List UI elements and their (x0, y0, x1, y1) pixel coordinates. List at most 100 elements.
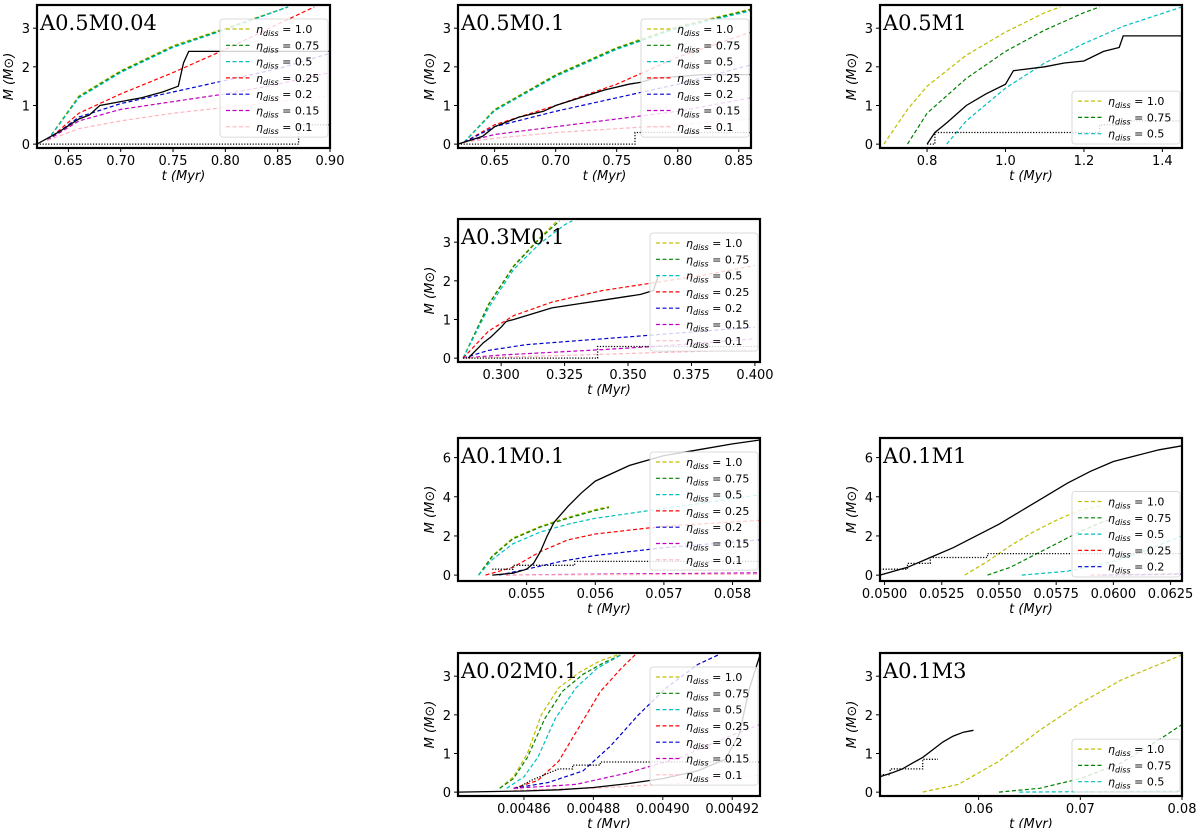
y-axis-label: M (M⊙) (845, 486, 860, 534)
y-axis-label: M (M⊙) (423, 53, 438, 101)
x-tick-label: 0.0625 (1148, 587, 1194, 602)
x-tick-label: 0.85 (263, 154, 292, 169)
dotted-line (880, 552, 1182, 570)
dotted-line (516, 761, 760, 789)
legend-label: ηdiss = 1.0 (686, 237, 742, 252)
y-tick-label: 2 (443, 530, 451, 545)
legend-label: ηdiss = 0.75 (1108, 759, 1171, 774)
legend-box (1071, 491, 1181, 578)
x-tick-label: 0.75 (602, 154, 631, 169)
eta-01-line (505, 573, 760, 576)
panel-p4: 0.300 0.325 0.350 0.375 0.400 0 1 2 3 A0.3M0.1 t (… (423, 217, 774, 398)
x-axis-label: t (Myr) (583, 169, 627, 184)
plot-frame (456, 217, 762, 364)
legend-label: ηdiss = 0.75 (1108, 111, 1171, 126)
x-tick-label: 0.00486 (497, 802, 551, 817)
legend-label: ηdiss = 0.5 (686, 704, 742, 719)
y-tick-label: 1 (443, 99, 451, 114)
legend-label: ηdiss = 1.0 (686, 671, 742, 686)
y-tick-label: 6 (443, 452, 451, 467)
legend-label: ηdiss = 0.75 (677, 39, 740, 54)
y-tick-label: 2 (865, 530, 873, 545)
x-tick-label: 0.0525 (919, 587, 965, 602)
panel-p6: 0.0500 0.0525 0.0550 0.0575 0.0600 0.0625 0 2 4 6… (845, 436, 1194, 617)
eta-10-line (499, 654, 618, 789)
panel-p2: 0.65 0.70 0.75 0.80 0.85 0 1 2 3 A0.5M0.1 t (Myr) M… (423, 3, 753, 184)
y-tick-label: 3 (443, 22, 451, 37)
legend-label: ηdiss = 0.1 (256, 121, 312, 136)
legend-box (1071, 90, 1181, 145)
x-tick-label: 0.058 (714, 587, 751, 602)
y-tick-label: 3 (865, 670, 873, 685)
x-axis-label: t (Myr) (587, 602, 631, 617)
y-tick-label: 0 (443, 138, 451, 153)
x-tick-label: 0.00488 (566, 802, 620, 817)
x-tick-label: 0.300 (483, 368, 520, 383)
eta-025-line (47, 6, 315, 141)
y-tick-label: 1 (865, 747, 873, 762)
legend-label: ηdiss = 0.1 (686, 335, 742, 350)
dotted-line (492, 560, 760, 570)
eta-075-line (499, 654, 622, 789)
panel-title: A0.1M3 (882, 659, 966, 683)
legend-label: ηdiss = 0.2 (686, 521, 742, 536)
legend-box (649, 451, 759, 571)
x-tick-label: 0.85 (724, 154, 753, 169)
legend-label: ηdiss = 0.5 (686, 270, 742, 285)
eta-10-line (922, 654, 1182, 793)
y-axis-label: M (M⊙) (845, 53, 860, 101)
panel-p5: 0.055 0.056 0.057 0.058 0 2 4 6 A0.1M0.1 t (Myr) M… (423, 436, 762, 617)
panel-p1: 0.65 0.70 0.75 0.80 0.85 0.90 0 1 2 3 A0.5M0.04 t (… (2, 3, 345, 184)
legend-label: ηdiss = 0.25 (256, 72, 319, 87)
plot-frame (456, 651, 762, 798)
plot-frame (878, 651, 1184, 798)
x-tick-label: 0.90 (316, 154, 345, 169)
legend-label: ηdiss = 0.25 (686, 505, 749, 520)
panel-title: A0.5M1 (882, 11, 966, 35)
y-tick-label: 3 (443, 670, 451, 685)
legend-label: ηdiss = 0.75 (256, 39, 319, 54)
y-axis-label: M (M⊙) (423, 267, 438, 315)
legend-label: ηdiss = 0.15 (686, 319, 749, 334)
eta-05-line (47, 6, 289, 141)
x-tick-label: 0.00490 (636, 802, 690, 817)
eta-075-line (906, 6, 1100, 145)
panel-title: A0.02M0.1 (460, 659, 578, 683)
x-tick-label: 0.350 (609, 368, 646, 383)
legend-label: ηdiss = 0.25 (686, 720, 749, 735)
legend-label: ηdiss = 0.2 (677, 88, 733, 103)
plot-frame (456, 436, 762, 583)
y-tick-label: 2 (22, 61, 30, 76)
eta-05-line (946, 6, 1182, 145)
simulation-line (880, 729, 974, 778)
simulation-line (926, 35, 1182, 145)
panel-title: A0.1M1 (882, 444, 966, 468)
y-axis-label: M (M⊙) (845, 701, 860, 749)
legend-label: ηdiss = 0.1 (677, 121, 733, 136)
eta-05-line (506, 654, 622, 789)
legend-label: ηdiss = 0.1 (686, 554, 742, 569)
x-tick-label: 0.70 (106, 154, 135, 169)
legend-label: ηdiss = 0.75 (686, 687, 749, 702)
y-tick-label: 0 (865, 786, 873, 801)
y-axis-label: M (M⊙) (423, 486, 438, 534)
x-tick-label: 0.055 (508, 587, 545, 602)
y-tick-label: 4 (443, 491, 451, 506)
y-tick-label: 3 (22, 22, 30, 37)
legend-box (1071, 738, 1181, 793)
y-tick-label: 2 (443, 275, 451, 290)
plot-frame (35, 3, 332, 150)
x-tick-label: 0.057 (645, 587, 682, 602)
eta-05-line (462, 220, 573, 359)
eta-075-line (462, 220, 560, 359)
eta-025-line (513, 654, 636, 789)
legend-label: ηdiss = 0.2 (686, 302, 742, 317)
eta-025-line (462, 264, 756, 359)
simulation-line (467, 274, 660, 359)
legend-label: ηdiss = 0.75 (686, 472, 749, 487)
y-axis-label: M (M⊙) (423, 701, 438, 749)
